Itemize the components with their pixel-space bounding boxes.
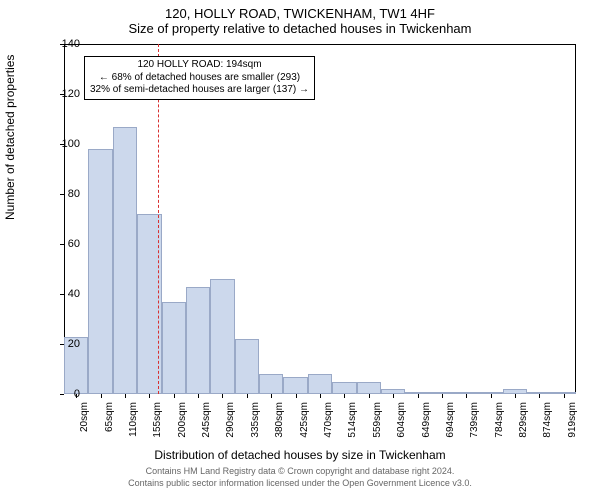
xtick-label: 290sqm — [225, 402, 236, 438]
xtick-label: 110sqm — [128, 402, 139, 437]
xtick-label: 380sqm — [274, 402, 285, 438]
xtick-label: 559sqm — [372, 402, 383, 438]
annotation-line3: 32% of semi-detached houses are larger (… — [90, 84, 309, 97]
histogram-bar — [259, 374, 283, 394]
xtick-mark — [174, 394, 175, 398]
xtick-label: 739sqm — [469, 402, 480, 438]
xtick-label: 245sqm — [201, 402, 212, 438]
xtick-mark — [418, 394, 419, 398]
plot-area: 20sqm65sqm110sqm155sqm200sqm245sqm290sqm… — [64, 44, 576, 394]
xtick-mark — [442, 394, 443, 398]
xtick-mark — [539, 394, 540, 398]
xtick-label: 425sqm — [299, 402, 310, 438]
xtick-mark — [149, 394, 150, 398]
xtick-mark — [271, 394, 272, 398]
footer-line2: Contains public sector information licen… — [0, 478, 600, 488]
xtick-label: 65sqm — [104, 402, 115, 432]
xtick-label: 694sqm — [445, 402, 456, 438]
xtick-label: 335sqm — [250, 402, 261, 438]
xtick-label: 604sqm — [396, 402, 407, 438]
ytick-label: 140 — [42, 38, 80, 50]
xtick-mark — [101, 394, 102, 398]
annotation-line2: ← 68% of detached houses are smaller (29… — [90, 72, 309, 85]
xtick-mark — [491, 394, 492, 398]
xtick-mark — [369, 394, 370, 398]
xtick-label: 155sqm — [152, 402, 163, 438]
xtick-mark — [393, 394, 394, 398]
footer-line1: Contains HM Land Registry data © Crown c… — [0, 466, 600, 476]
ytick-label: 20 — [42, 338, 80, 350]
histogram-bar — [186, 287, 210, 395]
chart-container: 120, HOLLY ROAD, TWICKENHAM, TW1 4HF Siz… — [0, 0, 600, 500]
xtick-mark — [198, 394, 199, 398]
histogram-bar — [283, 377, 307, 395]
ytick-label: 40 — [42, 288, 80, 300]
histogram-bar — [332, 382, 356, 395]
xtick-mark — [564, 394, 565, 398]
xtick-label: 784sqm — [494, 402, 505, 438]
ytick-label: 120 — [42, 88, 80, 100]
x-axis-label: Distribution of detached houses by size … — [0, 448, 600, 462]
histogram-bar — [235, 339, 259, 394]
page-title-line2: Size of property relative to detached ho… — [0, 21, 600, 38]
xtick-label: 200sqm — [177, 402, 188, 438]
y-axis-label: Number of detached properties — [3, 55, 17, 220]
xtick-mark — [515, 394, 516, 398]
xtick-mark — [320, 394, 321, 398]
histogram-bar — [88, 149, 112, 394]
histogram-bar — [162, 302, 186, 395]
xtick-label: 514sqm — [347, 402, 358, 438]
xtick-label: 20sqm — [79, 402, 90, 432]
page-title-line1: 120, HOLLY ROAD, TWICKENHAM, TW1 4HF — [0, 0, 600, 21]
xtick-label: 829sqm — [518, 402, 529, 438]
xtick-mark — [296, 394, 297, 398]
xtick-mark — [344, 394, 345, 398]
xtick-mark — [247, 394, 248, 398]
histogram-bar — [210, 279, 234, 394]
xtick-label: 874sqm — [542, 402, 553, 438]
xtick-mark — [466, 394, 467, 398]
annotation-box: 120 HOLLY ROAD: 194sqm ← 68% of detached… — [84, 56, 315, 100]
histogram-bar — [308, 374, 332, 394]
histogram-bar — [357, 382, 381, 395]
histogram-bar — [113, 127, 137, 395]
xtick-mark — [125, 394, 126, 398]
xtick-label: 470sqm — [323, 402, 334, 438]
ytick-label: 0 — [42, 388, 80, 400]
annotation-line1: 120 HOLLY ROAD: 194sqm — [90, 59, 309, 72]
ytick-label: 60 — [42, 238, 80, 250]
xtick-mark — [222, 394, 223, 398]
xtick-label: 649sqm — [421, 402, 432, 438]
xtick-label: 919sqm — [567, 402, 578, 438]
ytick-label: 100 — [42, 138, 80, 150]
ytick-label: 80 — [42, 188, 80, 200]
